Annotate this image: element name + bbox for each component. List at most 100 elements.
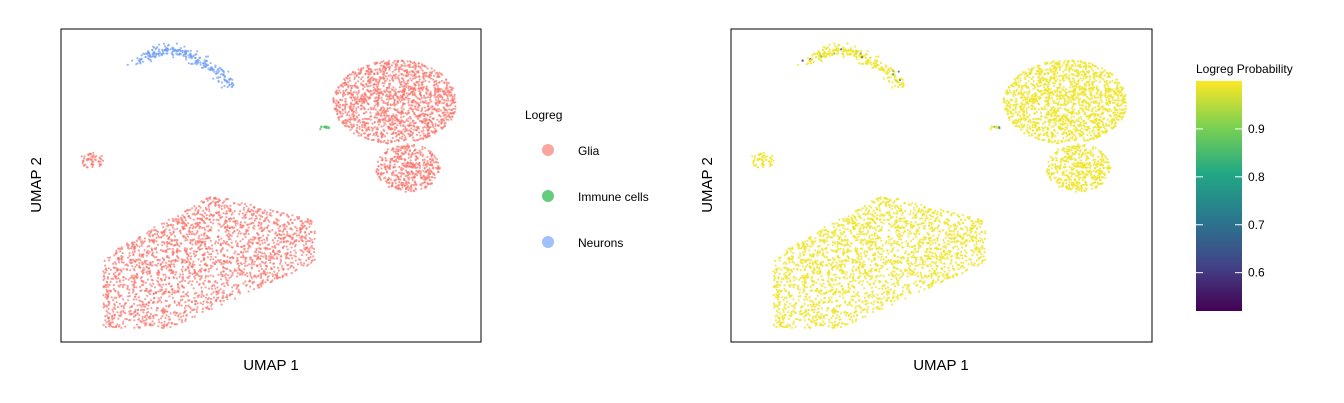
point-glia xyxy=(196,212,199,215)
point-glia xyxy=(204,286,207,289)
point-glia xyxy=(294,251,297,254)
point-glia xyxy=(162,273,165,276)
point-glia xyxy=(418,131,421,134)
point-glia xyxy=(375,169,378,173)
point-glia xyxy=(131,243,134,246)
point-glia xyxy=(398,111,401,114)
point-glia xyxy=(146,278,149,281)
point-glia xyxy=(164,299,167,302)
point-glia xyxy=(179,299,182,302)
point-glia xyxy=(191,272,194,275)
point-glia xyxy=(398,181,401,184)
point-glia xyxy=(403,179,406,182)
point-glia xyxy=(386,125,389,128)
point-neurons xyxy=(218,70,221,73)
point-glia xyxy=(400,146,403,150)
point-glia xyxy=(383,62,386,65)
point-glia xyxy=(102,270,105,273)
point-neurons xyxy=(210,67,213,70)
point-glia xyxy=(382,133,385,136)
point-probability xyxy=(860,54,863,57)
point-glia xyxy=(376,81,379,84)
point-glia xyxy=(362,100,366,103)
point-glia xyxy=(398,130,401,133)
point-glia xyxy=(406,60,409,63)
point-glia xyxy=(308,222,311,225)
point-glia xyxy=(376,135,380,138)
point-glia xyxy=(178,275,181,278)
point-glia xyxy=(304,240,308,243)
point-glia xyxy=(385,109,388,112)
point-glia xyxy=(114,289,117,293)
point-glia xyxy=(184,301,187,304)
point-glia xyxy=(399,124,402,127)
point-glia xyxy=(122,276,125,279)
point-glia xyxy=(206,256,209,259)
point-probability xyxy=(842,53,845,57)
point-glia xyxy=(113,313,116,316)
point-glia xyxy=(371,122,374,125)
point-glia xyxy=(377,83,380,86)
point-glia xyxy=(193,299,196,303)
point-glia xyxy=(139,238,142,241)
point-glia xyxy=(370,115,373,118)
point-glia xyxy=(410,127,413,130)
point-glia xyxy=(167,315,170,318)
point-glia xyxy=(226,298,229,301)
point-glia xyxy=(433,69,436,72)
point-glia xyxy=(197,209,200,212)
point-probability xyxy=(1083,128,1086,131)
point-glia xyxy=(175,271,178,274)
point-glia xyxy=(411,110,414,113)
point-glia xyxy=(382,76,385,80)
point-glia xyxy=(100,155,103,158)
point-glia xyxy=(376,103,379,106)
point-glia xyxy=(112,266,115,269)
point-glia xyxy=(363,95,366,98)
point-glia xyxy=(376,173,379,176)
point-glia xyxy=(171,296,174,299)
point-glia xyxy=(113,261,116,264)
point-glia xyxy=(309,253,313,256)
point-glia xyxy=(294,259,297,262)
point-glia xyxy=(182,285,185,288)
point-glia xyxy=(345,83,348,86)
point-glia xyxy=(391,70,394,73)
point-glia xyxy=(205,300,208,303)
point-glia xyxy=(198,294,201,297)
point-glia xyxy=(251,277,254,280)
point-glia xyxy=(432,161,436,164)
point-glia xyxy=(436,158,439,161)
point-glia xyxy=(168,265,172,268)
point-glia xyxy=(437,164,440,168)
point-glia xyxy=(389,123,392,127)
point-glia xyxy=(233,297,237,300)
point-glia xyxy=(177,215,180,218)
point-glia xyxy=(152,240,155,243)
point-glia xyxy=(408,124,411,127)
point-glia xyxy=(423,122,426,125)
point-glia xyxy=(427,124,430,127)
point-glia xyxy=(359,121,362,124)
point-glia xyxy=(366,69,369,72)
point-glia xyxy=(383,114,386,117)
point-glia xyxy=(122,320,125,323)
point-glia xyxy=(289,218,292,221)
point-probability xyxy=(855,58,858,61)
point-probability xyxy=(1025,107,1028,110)
point-glia xyxy=(399,158,403,161)
point-glia xyxy=(221,224,224,227)
point-glia xyxy=(388,95,391,98)
point-glia xyxy=(212,296,215,299)
point-glia xyxy=(377,123,380,126)
point-glia xyxy=(383,139,386,142)
point-glia xyxy=(435,99,438,102)
point-glia xyxy=(166,324,169,327)
point-glia xyxy=(434,122,437,125)
point-neurons xyxy=(185,58,188,61)
point-glia xyxy=(242,232,245,235)
point-glia xyxy=(280,265,284,268)
point-glia xyxy=(180,304,183,307)
point-glia xyxy=(119,311,122,315)
point-glia xyxy=(192,250,196,253)
